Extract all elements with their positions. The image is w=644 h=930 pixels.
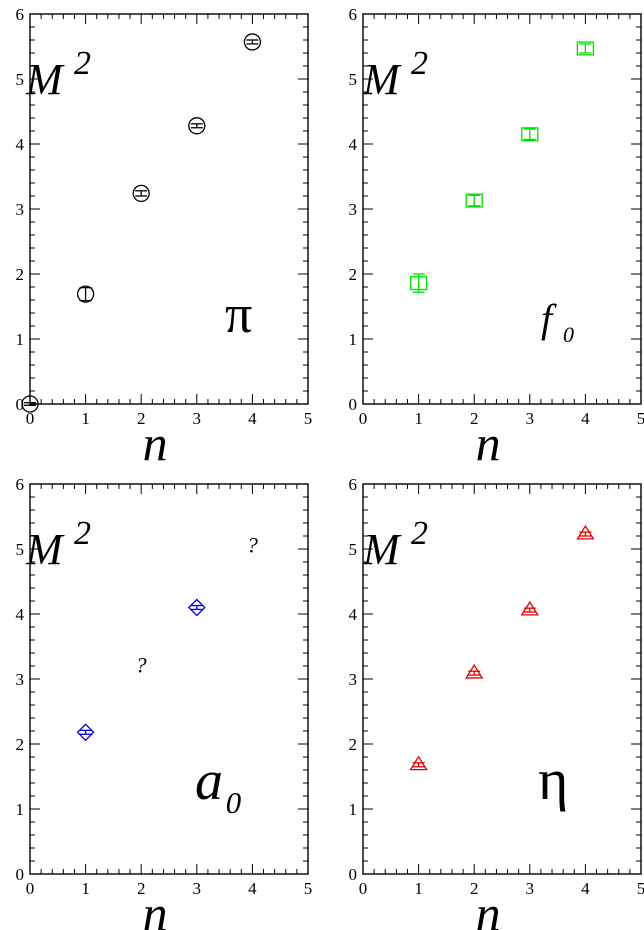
y-tick-label: 5 [16, 540, 25, 559]
y-tick-label: 4 [16, 135, 25, 154]
x-tick-label: 4 [248, 879, 257, 898]
y-tick-label: 6 [349, 5, 358, 24]
data-point [576, 41, 595, 56]
x-axis-label: n [143, 885, 168, 930]
y-tick-label: 4 [349, 135, 358, 154]
y-tick-label: 6 [16, 475, 25, 494]
panel-label: f [541, 296, 557, 341]
x-tick-label: 4 [581, 879, 590, 898]
y-tick-label: 3 [16, 670, 25, 689]
data-point [521, 127, 539, 142]
data-point [76, 285, 95, 303]
data-point [576, 524, 595, 540]
x-tick-label: 1 [81, 409, 90, 428]
x-tick-label: 2 [470, 409, 479, 428]
y-axis-label-exponent: 2 [74, 45, 91, 82]
y-axis-label: M [25, 55, 65, 104]
x-tick-label: 0 [26, 879, 35, 898]
plot-frame [362, 13, 642, 405]
y-tick-label: 2 [16, 265, 25, 284]
x-tick-label: 0 [359, 879, 368, 898]
panel-label: π [225, 284, 252, 344]
y-tick-label: 3 [349, 670, 358, 689]
y-axis-label: M [362, 525, 402, 574]
data-point [465, 193, 483, 208]
y-tick-label: 0 [16, 865, 25, 884]
plot-frame [29, 13, 309, 405]
plot-frame [362, 483, 642, 875]
x-tick-label: 5 [637, 409, 644, 428]
y-tick-label: 2 [349, 735, 358, 754]
y-tick-label: 1 [16, 330, 25, 349]
x-tick-label: 4 [248, 409, 257, 428]
y-axis-label-exponent: 2 [411, 515, 428, 552]
data-point [409, 755, 428, 771]
data-point [520, 600, 539, 616]
x-tick-label: 2 [137, 879, 146, 898]
y-tick-label: 0 [349, 865, 358, 884]
y-tick-label: 4 [349, 605, 358, 624]
y-axis-label: M [362, 55, 402, 104]
data-point [132, 184, 150, 203]
x-tick-label: 3 [526, 879, 535, 898]
data-point [21, 395, 39, 413]
x-tick-label: 5 [304, 879, 313, 898]
plot-frame [29, 483, 309, 875]
y-axis-label: M [25, 525, 65, 574]
y-tick-label: 3 [349, 200, 358, 219]
x-tick-label: 5 [637, 879, 644, 898]
y-tick-label: 5 [349, 540, 358, 559]
x-tick-label: 3 [193, 879, 202, 898]
y-tick-label: 2 [349, 265, 358, 284]
x-tick-label: 0 [359, 409, 368, 428]
panel-label-subscript: 0 [563, 322, 574, 347]
data-point [188, 117, 206, 135]
y-tick-label: 4 [16, 605, 25, 624]
x-axis-label: n [476, 415, 501, 471]
annotation-question-mark: ? [247, 532, 258, 557]
data-point [465, 663, 484, 679]
y-tick-label: 1 [349, 330, 358, 349]
x-tick-label: 1 [414, 879, 423, 898]
data-point [409, 273, 428, 293]
panel-label: a [195, 750, 223, 812]
x-tick-label: 1 [81, 879, 90, 898]
y-tick-label: 0 [16, 395, 25, 414]
panel-label-subscript: 0 [226, 786, 241, 820]
x-tick-label: 2 [137, 409, 146, 428]
data-point [243, 33, 262, 51]
y-tick-label: 5 [349, 70, 358, 89]
y-tick-label: 6 [16, 5, 25, 24]
y-tick-label: 0 [349, 395, 358, 414]
x-axis-label: n [476, 885, 501, 930]
y-tick-label: 2 [16, 735, 25, 754]
x-tick-label: 2 [470, 879, 479, 898]
y-tick-label: 6 [349, 475, 358, 494]
y-tick-label: 3 [16, 200, 25, 219]
x-tick-label: 3 [526, 409, 535, 428]
y-tick-label: 5 [16, 70, 25, 89]
y-tick-label: 1 [16, 800, 25, 819]
x-tick-label: 5 [304, 409, 313, 428]
data-point [76, 723, 95, 742]
x-tick-label: 0 [26, 409, 35, 428]
y-axis-label-exponent: 2 [74, 515, 91, 552]
panel-label: η [538, 747, 568, 812]
x-tick-label: 4 [581, 409, 590, 428]
x-tick-label: 1 [414, 409, 423, 428]
y-axis-label-exponent: 2 [411, 45, 428, 82]
annotation-question-mark: ? [136, 653, 147, 678]
x-axis-label: n [143, 415, 168, 471]
data-point [187, 598, 206, 617]
y-tick-label: 1 [349, 800, 358, 819]
x-tick-label: 3 [193, 409, 202, 428]
